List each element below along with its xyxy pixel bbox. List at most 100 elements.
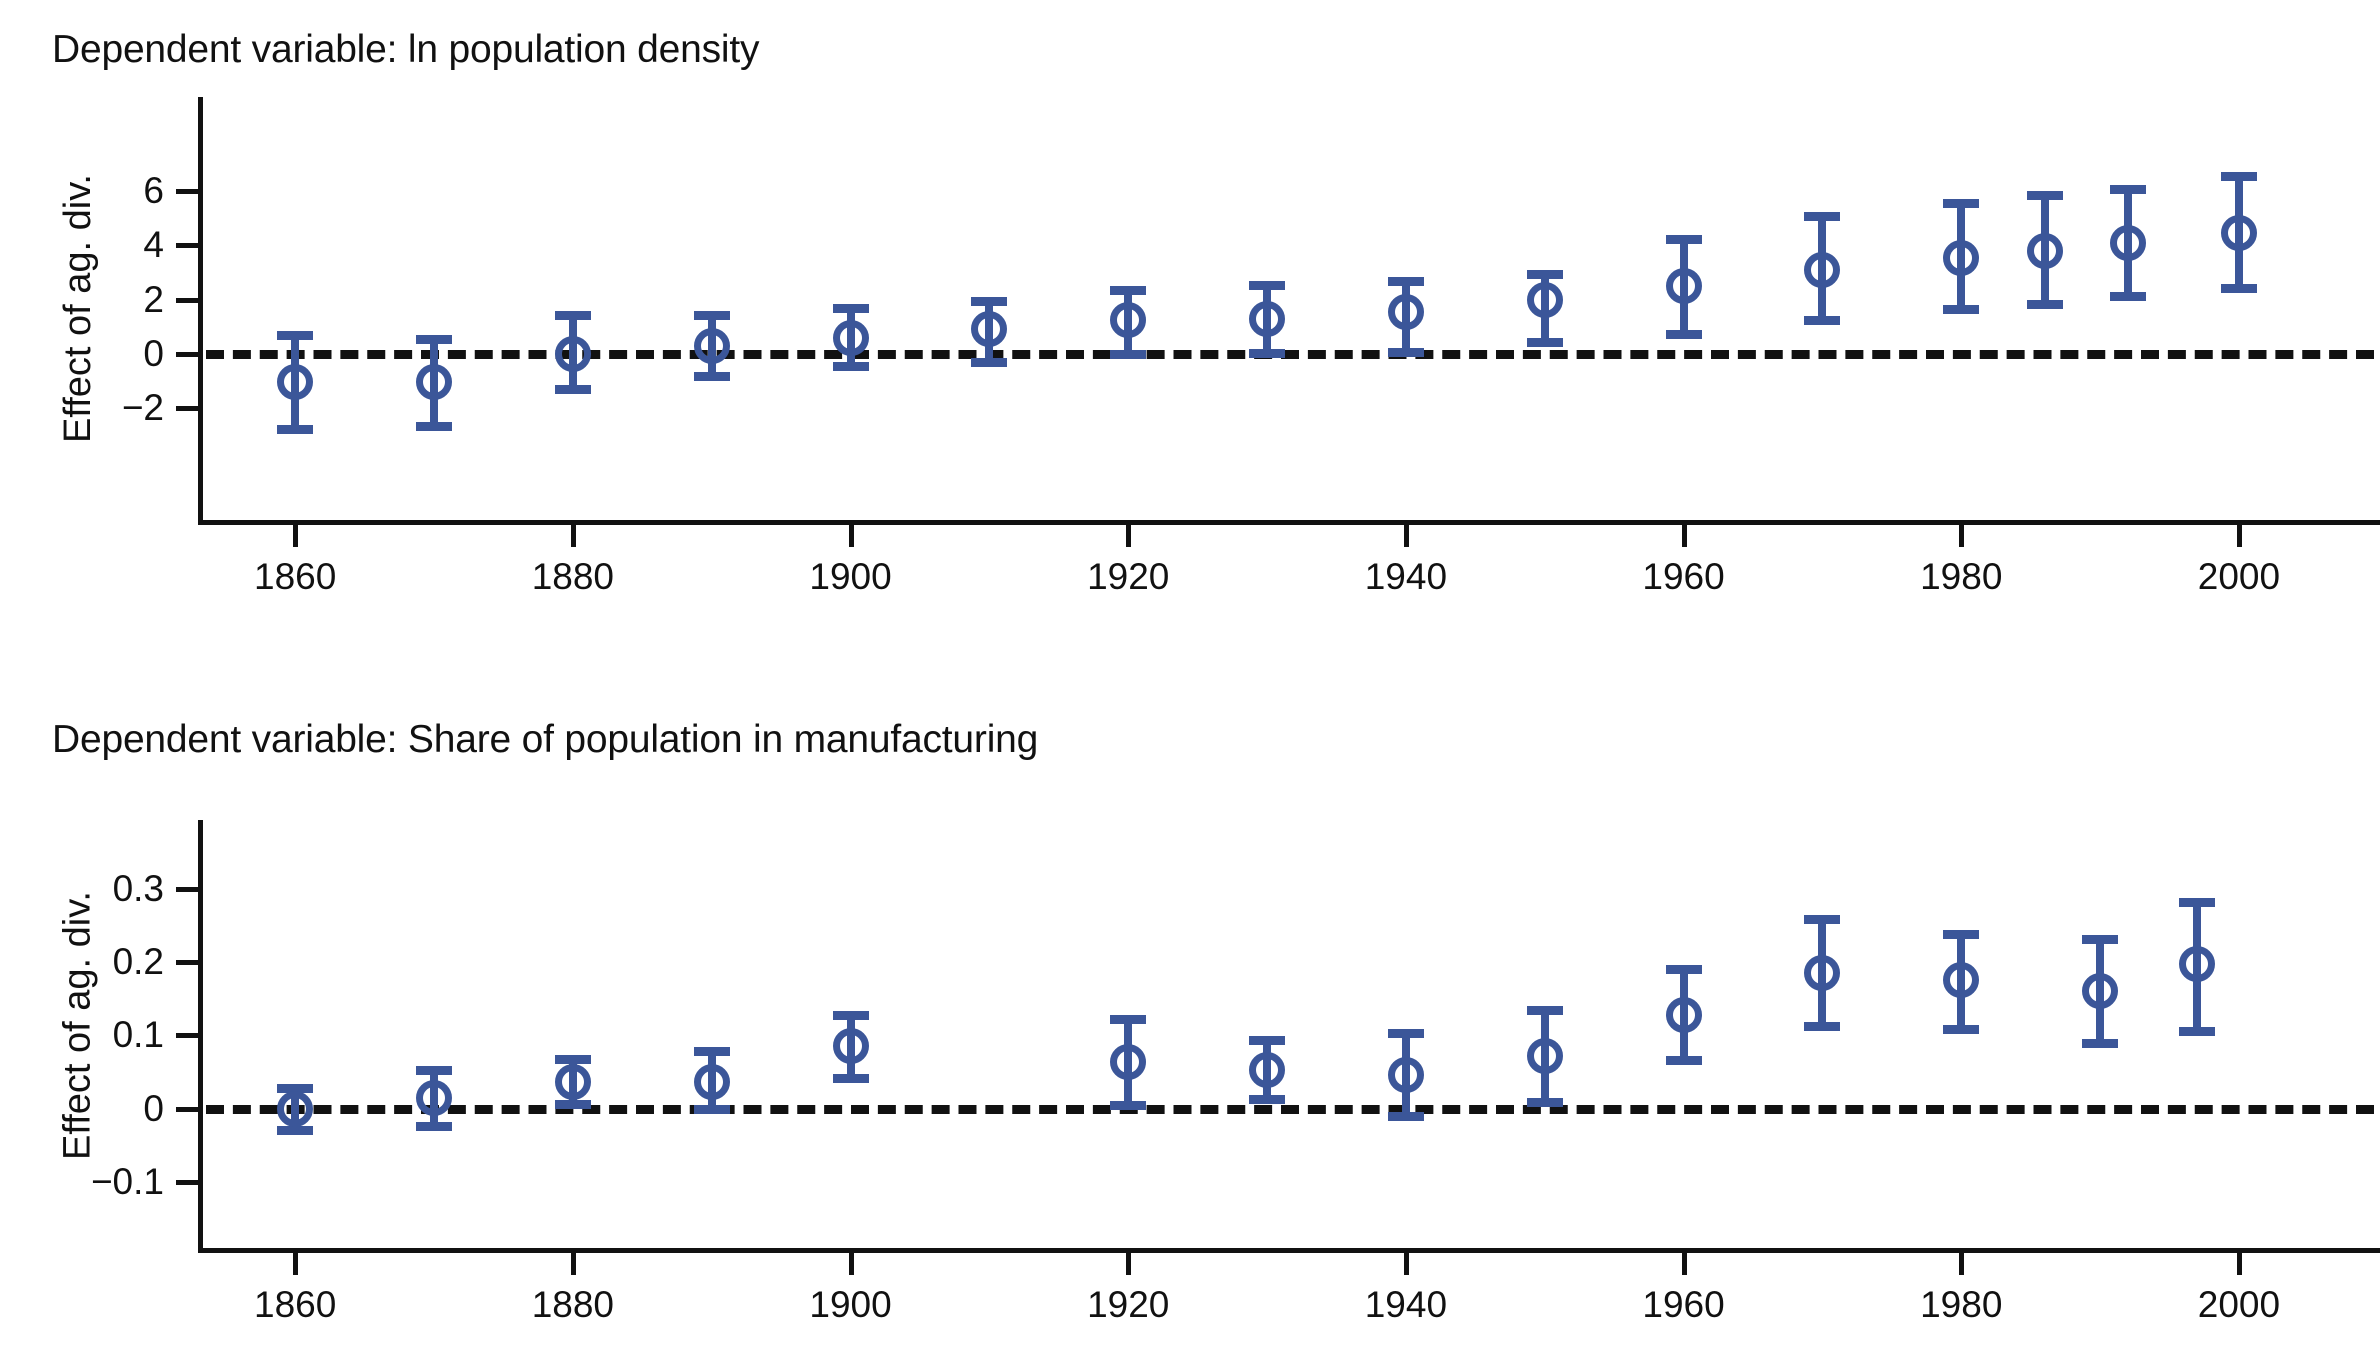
error-bar-cap-lower — [277, 424, 314, 434]
x-axis-tick — [1403, 525, 1409, 547]
data-point-with-error-bar — [821, 1003, 881, 1092]
x-axis-tick — [293, 525, 299, 547]
y-axis-tick — [176, 297, 198, 303]
error-bar-cap-lower — [1665, 329, 1702, 339]
error-bar-cap-upper — [2026, 191, 2063, 201]
y-axis-tick — [176, 960, 198, 965]
data-point-with-error-bar — [1931, 191, 1991, 322]
error-bar-cap-lower — [1804, 316, 1841, 326]
y-axis-tick — [176, 243, 198, 249]
error-bar-cap-upper — [554, 1054, 591, 1064]
data-point-marker — [277, 364, 314, 401]
data-point-marker — [1249, 1051, 1286, 1088]
data-point-with-error-bar — [2209, 164, 2269, 300]
x-axis-tick — [1126, 525, 1132, 547]
data-point-marker — [1526, 1037, 1563, 1074]
error-bar-cap-upper — [832, 303, 869, 313]
data-point-marker — [971, 311, 1008, 348]
y-axis-tick — [176, 189, 198, 195]
panel-title-top: Dependent variable: ln population densit… — [52, 28, 760, 71]
x-axis-tick-label: 1900 — [809, 1284, 892, 1325]
x-axis-tick-label: 1900 — [809, 556, 892, 597]
data-point-marker — [1387, 293, 1424, 330]
error-bar-cap-upper — [1110, 1015, 1147, 1025]
data-point-marker — [832, 1028, 869, 1065]
data-point-with-error-bar — [2015, 183, 2075, 317]
data-point-marker — [1526, 281, 1563, 318]
data-point-with-error-bar — [404, 327, 464, 439]
data-point-with-error-bar — [1237, 273, 1297, 366]
zero-reference-line — [206, 349, 2374, 359]
error-bar-cap-lower — [277, 1125, 314, 1135]
data-point-with-error-bar — [265, 323, 325, 442]
data-point-with-error-bar — [1376, 269, 1436, 365]
y-axis-spine — [198, 97, 203, 520]
error-bar-cap-upper — [1387, 276, 1424, 286]
data-point-marker — [416, 1079, 453, 1116]
y-axis-tick — [176, 886, 198, 892]
error-bar-cap-lower — [416, 1121, 453, 1131]
error-bar-cap-upper — [1249, 1036, 1286, 1046]
error-bar-cap-upper — [1804, 211, 1841, 221]
y-axis-spine — [198, 820, 203, 1248]
y-axis-tick-label: 0.2 — [112, 941, 164, 982]
x-axis-tick-label: 1940 — [1364, 556, 1448, 597]
x-axis-tick — [1681, 525, 1687, 547]
error-bar-cap-upper — [1943, 199, 1980, 209]
error-bar-cap-lower — [1804, 1021, 1841, 1031]
data-point-marker — [2220, 215, 2257, 252]
data-point-marker — [1665, 268, 1702, 305]
error-bar-cap-lower — [554, 385, 591, 395]
panel-title-bottom: Dependent variable: Share of population … — [52, 718, 1039, 761]
x-axis-tick-label: 1920 — [1087, 1284, 1170, 1325]
error-bar-cap-upper — [416, 1065, 453, 1075]
error-bar-cap-upper — [554, 310, 591, 320]
y-axis-tick-label: −2 — [121, 387, 164, 429]
error-bar-cap-lower — [416, 422, 453, 432]
y-axis-tick-label: 0 — [143, 1087, 164, 1129]
x-axis-spine — [198, 520, 2380, 525]
error-bar-cap-upper — [1526, 269, 1563, 279]
data-point-with-error-bar — [265, 1076, 325, 1143]
data-point-with-error-bar — [1931, 922, 1991, 1042]
error-bar-cap-lower — [554, 1099, 591, 1109]
data-point-marker — [1110, 301, 1147, 338]
y-axis-tick — [176, 1106, 198, 1112]
x-axis-tick — [848, 525, 854, 547]
error-bar-cap-lower — [1526, 338, 1563, 347]
data-point-marker — [1943, 239, 1980, 276]
x-axis-tick — [293, 1253, 299, 1275]
data-point-marker — [1249, 300, 1286, 337]
error-bar-cap-lower — [693, 1105, 730, 1115]
x-axis-tick-label: 1860 — [254, 1284, 337, 1325]
data-point-with-error-bar — [1654, 227, 1714, 347]
error-bar-cap-upper — [416, 334, 453, 344]
data-point-with-error-bar — [1237, 1028, 1297, 1111]
x-axis-tick — [848, 1253, 854, 1275]
error-bar-cap-upper — [693, 310, 730, 320]
y-axis-tick — [176, 406, 198, 412]
y-axis-tick — [176, 351, 198, 357]
zero-reference-line — [206, 1104, 2374, 1114]
error-bar-cap-upper — [277, 330, 314, 340]
plot-area-top: Effect of ag. div. 6 4 2 0 −2 1860 1880 1900 1920… — [0, 0, 2380, 640]
x-axis-tick — [1681, 1253, 1687, 1275]
x-axis-tick-label: 1980 — [1920, 556, 2003, 597]
data-point-with-error-bar — [2167, 890, 2227, 1044]
data-point-with-error-bar — [1515, 998, 1575, 1115]
data-point-marker — [2179, 946, 2216, 983]
y-axis-tick-label: 0 — [143, 332, 164, 374]
data-point-marker — [554, 1063, 591, 1100]
error-bar-cap-lower — [1249, 348, 1286, 358]
error-bar-cap-upper — [2109, 184, 2146, 194]
data-point-with-error-bar — [543, 1047, 603, 1117]
data-point-with-error-bar — [1098, 1007, 1158, 1118]
error-bar-cap-upper — [2220, 172, 2257, 182]
error-bar-cap-lower — [1110, 1101, 1147, 1111]
data-point-with-error-bar — [682, 303, 742, 389]
data-point-marker — [1110, 1044, 1147, 1081]
x-axis-tick-label: 1980 — [1920, 1284, 2003, 1325]
x-axis-spine — [198, 1248, 2380, 1253]
x-axis-tick — [570, 525, 576, 547]
